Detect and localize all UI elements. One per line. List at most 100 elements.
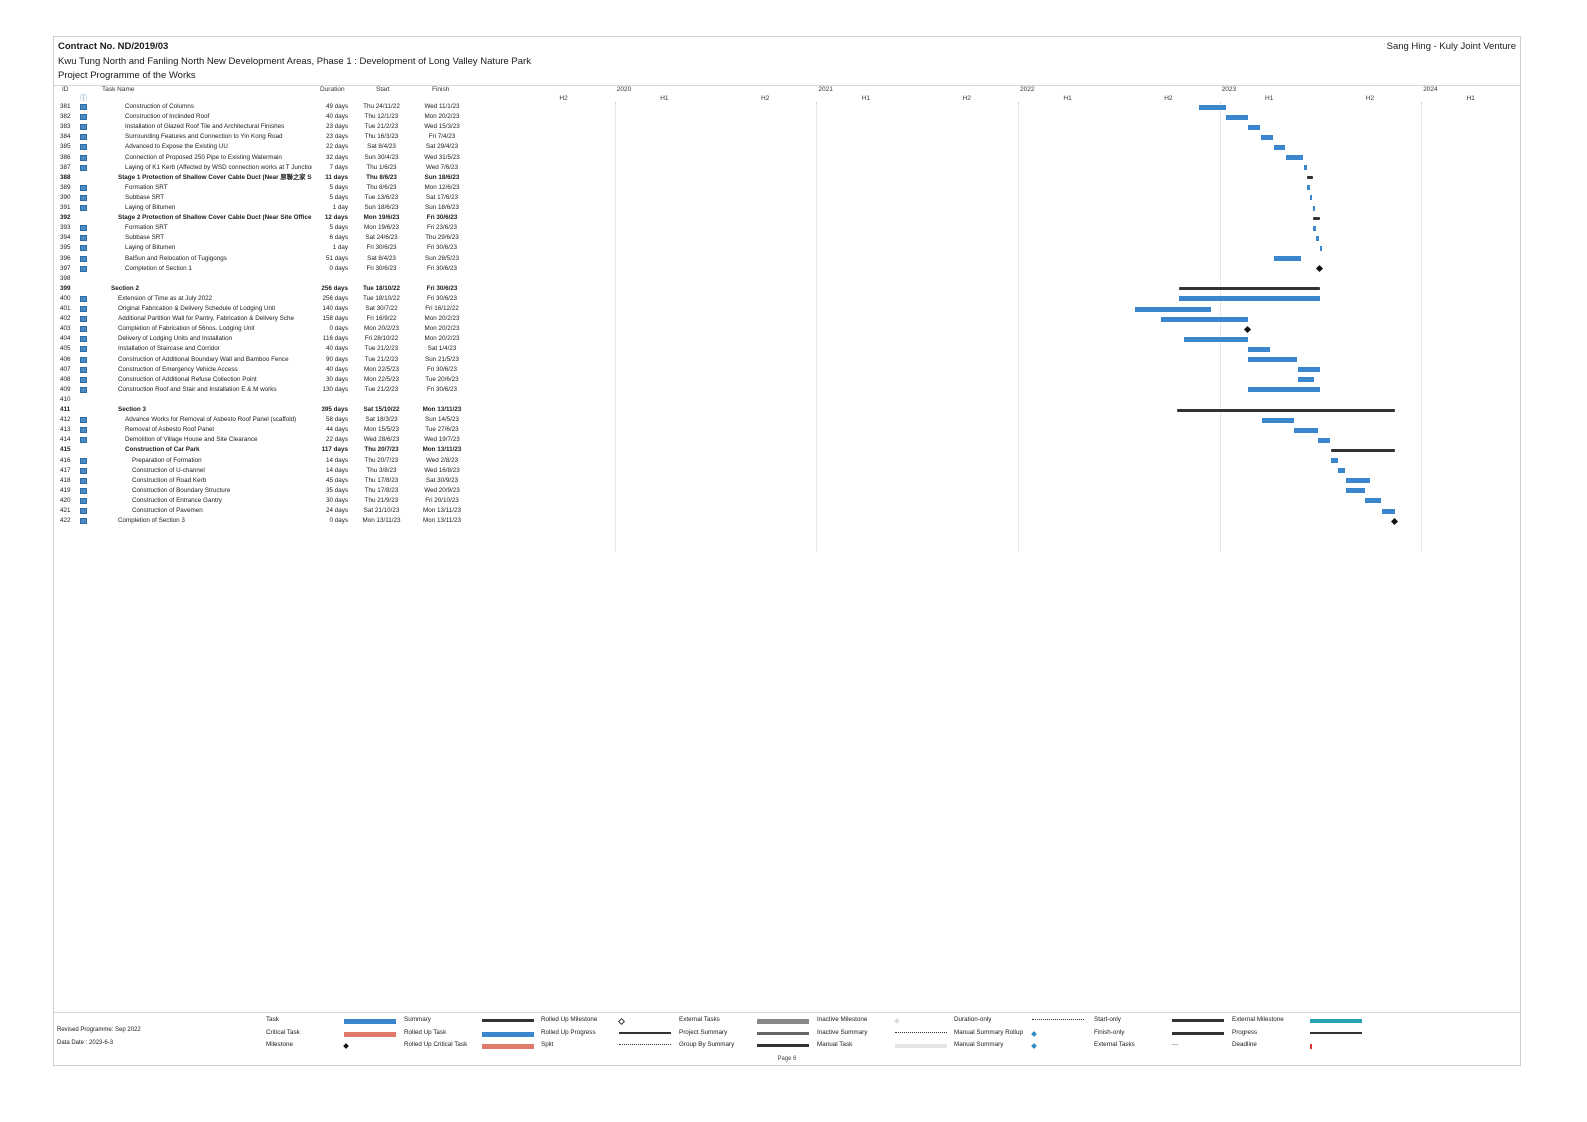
task-start: Sat 8/4/23 (367, 143, 396, 151)
task-row[interactable]: 412 Advance Works for Removal of Asbesto … (54, 415, 514, 425)
task-bar[interactable] (1316, 235, 1319, 241)
task-duration: 7 days (329, 163, 348, 171)
task-row[interactable]: 402 Additional Partition Wall for Pantry,… (54, 314, 514, 324)
task-row[interactable]: 419 Construction of Boundary Structure 35 … (54, 486, 514, 496)
task-row[interactable]: 394 Subbase SRT 6 days Sat 24/6/23 Thu 29/6/… (54, 233, 514, 243)
task-row[interactable]: 382 Construction of Inclinded Roof 40 days… (54, 112, 514, 122)
task-finish: Sat 17/6/23 (425, 193, 459, 201)
task-row[interactable]: 396 BalSun and Relocation of Tugigongs 51 … (54, 254, 514, 264)
task-row[interactable]: 421 Construction of Pavemen 24 days Sat 21/… (54, 506, 514, 516)
summary-bar[interactable] (1177, 408, 1395, 412)
task-row[interactable]: 386 Connection of Proposed 250 Pipe to Ex… (54, 153, 514, 163)
task-row[interactable]: 397 Completion of Section 1 0 days Fri 30/6… (54, 264, 514, 274)
task-bar[interactable] (1273, 144, 1286, 150)
task-row[interactable]: 398 (54, 274, 514, 284)
task-bar[interactable] (1184, 336, 1248, 342)
summary-bar[interactable] (1313, 216, 1320, 220)
task-row[interactable]: 400 Extension of Time as at July 2022 256 … (54, 294, 514, 304)
summary-bar[interactable] (1307, 176, 1313, 180)
task-row[interactable]: 408 Construction of Additional Refuse Col… (54, 375, 514, 385)
task-bar[interactable] (1346, 488, 1365, 494)
task-bar[interactable] (1346, 478, 1371, 484)
task-id: 409 (60, 385, 71, 393)
task-row[interactable]: 387 Laying of K1 Kerb (Affected by WSD co… (54, 163, 514, 173)
task-duration: 6 days (329, 234, 348, 242)
task-bar[interactable] (1307, 185, 1310, 191)
task-row[interactable]: 383 Installation of Glazed Roof Tile and … (54, 122, 514, 132)
task-id: 388 (60, 173, 71, 181)
milestone-marker[interactable] (1315, 265, 1324, 273)
task-bar[interactable] (1248, 124, 1261, 130)
task-bar[interactable] (1298, 377, 1314, 383)
task-finish: Sat 29/4/23 (425, 143, 459, 151)
task-duration: 35 days (325, 486, 348, 494)
task-row[interactable]: 399 Section 2 256 days Tue 18/10/22 Fri 30/6… (54, 284, 514, 294)
task-row[interactable]: 391 Laying of Bitumen 1 day Sun 18/6/23 Sun … (54, 203, 514, 213)
task-bar[interactable] (1310, 195, 1313, 201)
task-finish: Fri 7/4/23 (428, 133, 456, 141)
task-row[interactable]: 388 Stage 1 Protection of Shallow Cover C… (54, 173, 514, 183)
task-bar[interactable] (1381, 508, 1395, 514)
task-row[interactable]: 385 Advanced to Expose the Existing UU 22 … (54, 142, 514, 152)
task-bar[interactable] (1199, 104, 1226, 110)
task-bar[interactable] (1226, 114, 1248, 120)
task-bar[interactable] (1285, 155, 1303, 160)
task-bar[interactable] (1303, 165, 1307, 171)
task-name: Demolition of Village House and Site Cle… (125, 436, 258, 444)
task-bar[interactable] (1178, 296, 1320, 302)
task-bar[interactable] (1365, 498, 1382, 504)
task-bar[interactable] (1161, 316, 1248, 322)
milestone-marker[interactable] (1391, 517, 1399, 525)
task-bar[interactable] (1273, 256, 1302, 261)
task-bar[interactable] (1319, 245, 1322, 251)
task-name: Surrounding Features and Connection to Y… (125, 133, 283, 141)
task-bar[interactable] (1312, 205, 1315, 211)
task-row[interactable]: 411 Section 3 395 days Sat 15/10/22 Mon 13/1… (54, 405, 514, 415)
task-row[interactable]: 406 Construction of Additional Boundary W… (54, 355, 514, 365)
task-row[interactable]: 381 Construction of Columns 49 days Thu 24/… (54, 102, 514, 112)
task-row[interactable]: 407 Construction of Emergency Vehicle Acc… (54, 365, 514, 375)
task-bar[interactable] (1318, 437, 1330, 443)
task-type-icon (80, 225, 87, 232)
task-bar[interactable] (1338, 468, 1346, 474)
task-row[interactable]: 417 Construction of U-channel 14 days Thu 3… (54, 466, 514, 476)
summary-bar[interactable] (1330, 448, 1395, 452)
task-bar[interactable] (1261, 134, 1274, 140)
task-bar[interactable] (1248, 346, 1270, 352)
task-row[interactable]: 384 Surrounding Features and Connection t… (54, 132, 514, 142)
task-bar[interactable] (1248, 387, 1320, 393)
task-bar[interactable] (1294, 427, 1318, 433)
task-row[interactable]: 409 Construction Roof and Stair and Insta… (54, 385, 514, 395)
task-bar[interactable] (1248, 357, 1298, 362)
task-bar[interactable] (1330, 458, 1338, 463)
task-row[interactable]: 403 Completion of Fabrication of 56nos. L… (54, 324, 514, 334)
task-name: Preparation of Formation (132, 456, 202, 464)
task-row[interactable]: 395 Laying of Bitumen 1 day Fri 30/6/23 Fri … (54, 243, 514, 253)
task-row[interactable]: 416 Preparation of Formation 14 days Thu 20… (54, 456, 514, 466)
task-bar[interactable] (1262, 417, 1294, 423)
task-row[interactable]: 413 Removal of Asbesto Roof Panel 44 days M… (54, 425, 514, 435)
legend-swatch (619, 1044, 671, 1045)
task-row[interactable]: 420 Construction of Entrance Gantry 30 day… (54, 496, 514, 506)
task-row[interactable]: 410 (54, 395, 514, 405)
task-row[interactable]: 390 Subbase SRT 5 days Tue 13/6/23 Sat 17/6/… (54, 193, 514, 203)
task-id: 391 (60, 204, 71, 211)
task-row[interactable]: 415 Construction of Car Park 117 days Thu 2… (54, 445, 514, 455)
task-row[interactable]: 389 Formation SRT 5 days Thu 8/6/23 Mon 12/6… (54, 183, 514, 193)
task-row[interactable]: 414 Demolition of Village House and Site … (54, 435, 514, 445)
task-row[interactable]: 392 Stage 2 Protection of Shallow Cover C… (54, 213, 514, 223)
task-row[interactable]: 418 Construction of Road Kerb 45 days Thu 1… (54, 476, 514, 486)
task-bar[interactable] (1313, 225, 1316, 231)
summary-bar[interactable] (1178, 287, 1320, 291)
milestone-marker[interactable] (1244, 325, 1252, 333)
task-name: Formation SRT (125, 183, 168, 191)
task-type-icon (80, 144, 87, 151)
task-row[interactable]: 404 Delivery of Lodging Units and Install… (54, 334, 514, 344)
task-bar[interactable] (1298, 367, 1320, 373)
task-row[interactable]: 401 Original Fabrication & Delivery Sched… (54, 304, 514, 314)
task-duration: 30 days (325, 496, 348, 504)
task-row[interactable]: 422 Completion of Section 3 0 days Mon 13/1… (54, 516, 514, 526)
task-row[interactable]: 405 Installation of Staircase and Corrido… (54, 344, 514, 354)
task-bar[interactable] (1134, 306, 1212, 312)
task-row[interactable]: 393 Formation SRT 5 days Mon 19/6/23 Fri 23/… (54, 223, 514, 233)
